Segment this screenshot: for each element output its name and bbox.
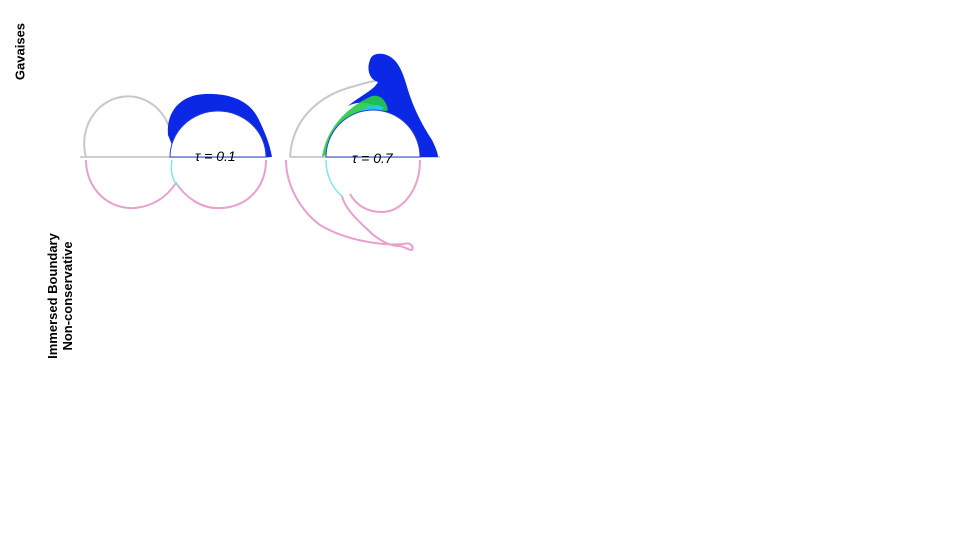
ib-bubble-outline (349, 159, 421, 214)
gavaises-jet-plume (348, 53, 438, 157)
gavaises-bubble-outline (289, 79, 383, 158)
gavaises-bubble-outline (83, 95, 171, 158)
panel-2 (285, 53, 440, 252)
ib-jet-outline (285, 159, 414, 252)
ib-interface-edge (325, 159, 343, 197)
gavaises-right-bubble (325, 109, 421, 158)
ib-interface-edge (170, 159, 179, 187)
panel-1 (80, 93, 272, 210)
time-label-panel-1: τ = 0.1 (195, 148, 236, 164)
gavaises-right-bubble (169, 110, 267, 158)
time-label-panel-2: τ = 0.7 (352, 150, 393, 166)
